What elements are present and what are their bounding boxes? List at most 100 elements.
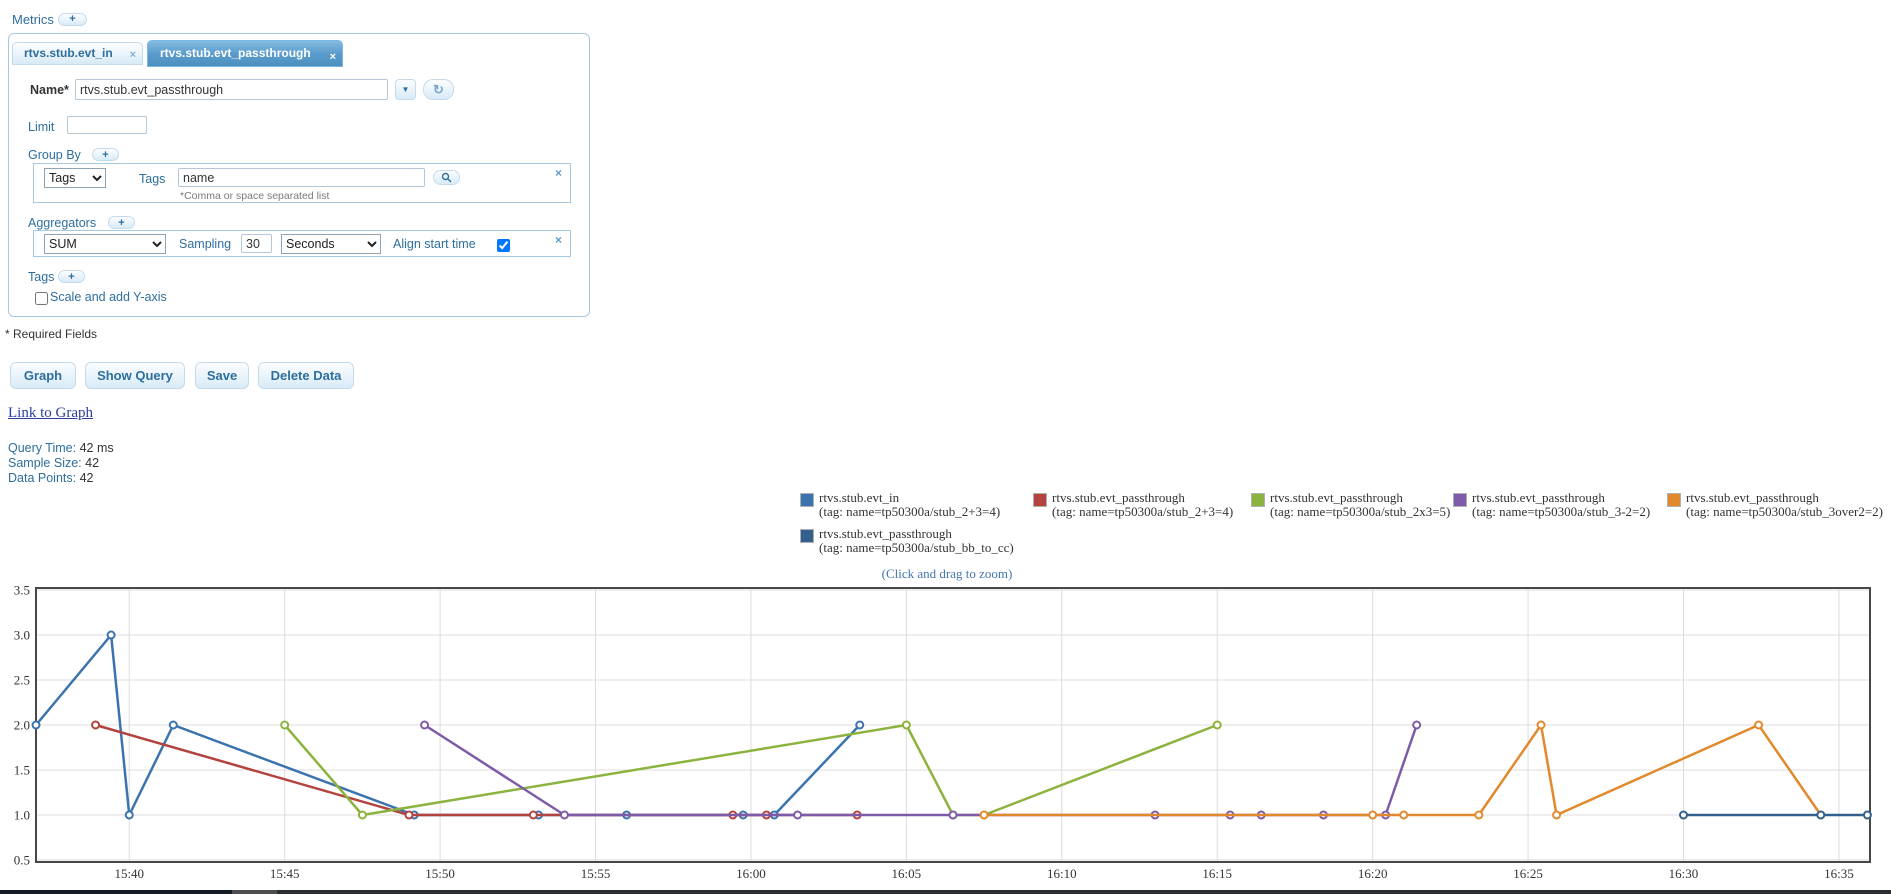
add-tag-button[interactable]: + [58,270,85,283]
search-icon [441,172,452,183]
query-time-value: 42 ms [79,441,114,455]
tags-section-label: Tags [28,270,55,284]
group-by-tags-label: Tags [139,172,166,186]
data-point [1212,720,1222,730]
data-point [280,720,290,730]
series-line-0 [34,633,861,817]
legend-series-tag: (tag: name=tp50300a/stub_bb_to_cc) [819,540,1014,555]
tab-evt-passthrough[interactable]: rtvs.stub.evt_passthrough × [147,40,343,67]
limit-input[interactable] [67,116,147,134]
x-tick-label: 16:30 [1669,866,1699,881]
add-group-by-button[interactable]: + [92,148,119,161]
data-point [404,810,414,820]
sampling-label: Sampling [179,237,232,251]
legend-swatch [1251,493,1265,507]
x-tick-label: 16:10 [1047,866,1077,881]
y-tick-label: 3.5 [14,583,30,598]
legend-swatch [1033,493,1047,507]
tab-close-icon[interactable]: × [329,51,336,63]
graph-button[interactable]: Graph [10,362,76,389]
x-tick-label: 15:55 [581,866,611,881]
align-start-time-checkbox[interactable] [497,239,510,252]
legend-series-name: rtvs.stub.evt_passthrough [1686,490,1819,505]
limit-label: Limit [28,120,55,134]
remove-aggregator-icon[interactable]: × [554,233,562,247]
scale-y-axis-checkbox[interactable] [35,292,48,305]
data-point [168,720,178,730]
show-query-button[interactable]: Show Query [85,362,185,389]
tab-close-icon[interactable]: × [129,49,136,61]
data-point [855,720,865,730]
sample-size-value: 42 [85,456,100,470]
legend-item: rtvs.stub.evt_passthrough (tag: name=tp50… [800,527,1014,555]
data-point [1816,810,1826,820]
required-fields-note: * Required Fields [5,327,98,341]
data-point [1816,810,1826,820]
data-point [738,810,748,820]
data-point [1381,810,1391,820]
data-point [124,810,134,820]
legend-series-name: rtvs.stub.evt_passthrough [1472,490,1605,505]
link-to-graph[interactable]: Link to Graph [8,405,93,421]
legend-swatch [1667,493,1681,507]
aggregator-function-select[interactable]: SUM [44,234,166,254]
sampling-unit-select[interactable]: Seconds [281,234,381,254]
y-tick-label: 1.0 [14,808,30,823]
data-point [31,720,41,730]
series-line-3 [423,723,1418,817]
data-point [409,810,419,820]
group-by-label: Group By [28,148,81,162]
y-tick-label: 2.0 [14,718,30,733]
data-point [979,810,989,820]
tab-label: rtvs.stub.evt_in [24,46,113,60]
plot-area[interactable] [36,588,1870,862]
tab-evt-in[interactable]: rtvs.stub.evt_in × [12,42,143,65]
tag-search-button[interactable] [433,170,460,185]
data-point [1256,810,1266,820]
query-stats: Query Time: 42 ms Sample Size: 42 Data P… [8,441,114,486]
x-tick-label: 16:35 [1824,866,1854,881]
group-by-tags-input[interactable] [178,168,425,187]
remove-group-by-icon[interactable]: × [554,166,562,180]
metric-name-input[interactable] [75,79,388,100]
legend-item: rtvs.stub.evt_passthrough (tag: name=tp50… [1251,491,1450,519]
data-point [761,810,771,820]
y-tick-label: 3.0 [14,628,30,643]
x-tick-label: 15:40 [114,866,144,881]
data-point [357,810,367,820]
x-tick-label: 16:15 [1202,866,1232,881]
data-point [420,720,430,730]
sampling-value-input[interactable] [241,234,272,253]
legend-series-tag: (tag: name=tp50300a/stub_2+3=4) [819,504,1001,519]
aggregator-row: SUM Sampling Seconds Align start time × [33,230,571,257]
legend-item: rtvs.stub.evt_in (tag: name=tp50300a/stub… [800,491,1000,519]
data-point [622,810,632,820]
data-point [901,720,911,730]
legend-item: rtvs.stub.evt_passthrough (tag: name=tp50… [1453,491,1650,519]
add-metric-button[interactable]: + [58,13,87,26]
save-button[interactable]: Save [195,362,249,389]
data-point [534,810,544,820]
bottom-edge-bar [0,890,1891,894]
data-point [1399,810,1409,820]
data-point [1536,720,1546,730]
x-tick-label: 16:25 [1513,866,1543,881]
name-dropdown-button[interactable]: ▼ [395,79,416,100]
data-point [1412,720,1422,730]
data-point [728,810,738,820]
refresh-icon[interactable]: ↻ [423,79,454,100]
query-time-label: Query Time: [8,441,77,455]
add-aggregator-button[interactable]: + [108,216,135,229]
delete-data-button[interactable]: Delete Data [258,362,354,389]
data-point [1552,810,1562,820]
data-point [1754,720,1764,730]
metrics-label: Metrics [12,12,54,27]
x-tick-label: 16:00 [736,866,766,881]
series-line-1 [94,723,859,817]
data-point [91,720,101,730]
group-by-type-select[interactable]: Tags [44,168,106,188]
legend-item: rtvs.stub.evt_passthrough (tag: name=tp50… [1667,491,1883,519]
plot-border [35,587,1871,863]
data-point [852,810,862,820]
